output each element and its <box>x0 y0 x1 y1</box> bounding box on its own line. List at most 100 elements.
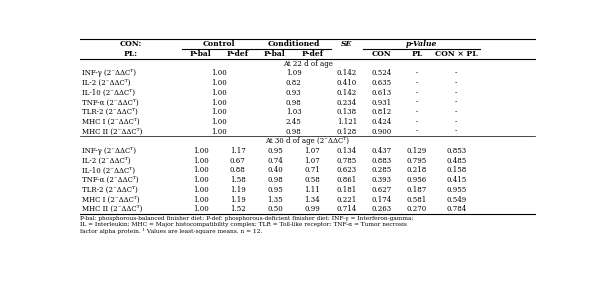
Text: 1.35: 1.35 <box>267 196 283 204</box>
Text: PL: PL <box>411 50 422 58</box>
Text: 0.95: 0.95 <box>267 147 283 155</box>
Text: TLR-2 (2⁻ΔΔCᵀ): TLR-2 (2⁻ΔΔCᵀ) <box>82 186 138 194</box>
Text: -: - <box>455 89 457 97</box>
Text: 0.98: 0.98 <box>286 99 301 107</box>
Text: 1.00: 1.00 <box>193 205 208 213</box>
Text: MHC I (2⁻ΔΔCᵀ): MHC I (2⁻ΔΔCᵀ) <box>82 118 140 126</box>
Text: 2.45: 2.45 <box>286 118 301 126</box>
Text: 0.437: 0.437 <box>372 147 392 155</box>
Text: IL-10 (2⁻ΔΔCᵀ): IL-10 (2⁻ΔΔCᵀ) <box>82 89 135 97</box>
Text: 0.128: 0.128 <box>337 128 357 136</box>
Text: 0.82: 0.82 <box>286 79 301 87</box>
Text: 1.00: 1.00 <box>211 69 227 77</box>
Text: P-bal: P-bal <box>264 50 286 58</box>
Text: 1.07: 1.07 <box>304 147 320 155</box>
Text: -: - <box>416 89 418 97</box>
Text: -: - <box>416 108 418 116</box>
Text: 0.263: 0.263 <box>372 205 392 213</box>
Text: 1.58: 1.58 <box>230 176 245 184</box>
Text: INF-γ (2⁻ΔΔCᵀ): INF-γ (2⁻ΔΔCᵀ) <box>82 147 136 155</box>
Text: P-bal: phosphorous-balanced finisher diet; P-def: phosphorous-deficient finisher: P-bal: phosphorous-balanced finisher die… <box>80 217 413 234</box>
Text: 0.410: 0.410 <box>337 79 357 87</box>
Text: 1.00: 1.00 <box>193 196 208 204</box>
Text: 0.270: 0.270 <box>407 205 427 213</box>
Text: At 30 d of age (2⁻ΔΔCᵀ): At 30 d of age (2⁻ΔΔCᵀ) <box>265 137 349 145</box>
Text: IL-2 (2⁻ΔΔCᵀ): IL-2 (2⁻ΔΔCᵀ) <box>82 79 130 87</box>
Text: -: - <box>416 99 418 107</box>
Text: -: - <box>455 108 457 116</box>
Text: Control: Control <box>203 40 235 48</box>
Text: 0.129: 0.129 <box>407 147 427 155</box>
Text: 0.485: 0.485 <box>446 157 466 165</box>
Text: 0.627: 0.627 <box>372 186 392 194</box>
Text: 0.181: 0.181 <box>337 186 357 194</box>
Text: 0.138: 0.138 <box>337 108 357 116</box>
Text: P-def: P-def <box>301 50 323 58</box>
Text: 0.134: 0.134 <box>337 147 357 155</box>
Text: p-Value: p-Value <box>406 40 437 48</box>
Text: 1.00: 1.00 <box>193 176 208 184</box>
Text: 0.714: 0.714 <box>337 205 357 213</box>
Text: 1.00: 1.00 <box>193 147 208 155</box>
Text: 0.623: 0.623 <box>337 166 357 175</box>
Text: 0.931: 0.931 <box>372 99 392 107</box>
Text: -: - <box>416 69 418 77</box>
Text: 1.00: 1.00 <box>211 89 227 97</box>
Text: -: - <box>416 118 418 126</box>
Text: 0.549: 0.549 <box>446 196 466 204</box>
Text: 0.74: 0.74 <box>267 157 283 165</box>
Text: 1.00: 1.00 <box>211 79 227 87</box>
Text: 0.95: 0.95 <box>267 186 283 194</box>
Text: 0.98: 0.98 <box>267 176 283 184</box>
Text: CON × PL: CON × PL <box>435 50 478 58</box>
Text: P-def: P-def <box>227 50 249 58</box>
Text: 1.00: 1.00 <box>193 157 208 165</box>
Text: 0.187: 0.187 <box>407 186 427 194</box>
Text: 0.785: 0.785 <box>337 157 357 165</box>
Text: 0.99: 0.99 <box>304 205 320 213</box>
Text: 0.234: 0.234 <box>337 99 357 107</box>
Text: 0.40: 0.40 <box>267 166 283 175</box>
Text: SE: SE <box>341 40 353 48</box>
Text: P-bal: P-bal <box>190 50 211 58</box>
Text: 1.11: 1.11 <box>304 186 320 194</box>
Text: -: - <box>416 79 418 87</box>
Text: PL:: PL: <box>124 50 138 58</box>
Text: 0.158: 0.158 <box>446 166 466 175</box>
Text: 1.00: 1.00 <box>211 108 227 116</box>
Text: 0.955: 0.955 <box>446 186 466 194</box>
Text: 1.17: 1.17 <box>230 147 245 155</box>
Text: 0.142: 0.142 <box>337 69 357 77</box>
Text: CON:: CON: <box>119 40 142 48</box>
Text: 0.174: 0.174 <box>372 196 392 204</box>
Text: 1.19: 1.19 <box>230 196 245 204</box>
Text: 0.393: 0.393 <box>372 176 392 184</box>
Text: 0.613: 0.613 <box>372 89 392 97</box>
Text: 0.58: 0.58 <box>304 176 320 184</box>
Text: 0.50: 0.50 <box>267 205 283 213</box>
Text: -: - <box>455 118 457 126</box>
Text: 0.67: 0.67 <box>230 157 245 165</box>
Text: 0.795: 0.795 <box>407 157 427 165</box>
Text: TNF-α (2⁻ΔΔCᵀ): TNF-α (2⁻ΔΔCᵀ) <box>82 176 139 184</box>
Text: 1.07: 1.07 <box>304 157 320 165</box>
Text: -: - <box>455 69 457 77</box>
Text: 1.19: 1.19 <box>230 186 245 194</box>
Text: 0.285: 0.285 <box>372 166 392 175</box>
Text: 0.883: 0.883 <box>372 157 392 165</box>
Text: 0.635: 0.635 <box>372 79 392 87</box>
Text: -: - <box>455 99 457 107</box>
Text: MHC II (2⁻ΔΔCᵀ): MHC II (2⁻ΔΔCᵀ) <box>82 128 142 136</box>
Text: 1.121: 1.121 <box>337 118 357 126</box>
Text: 0.93: 0.93 <box>286 89 301 97</box>
Text: 0.71: 0.71 <box>304 166 320 175</box>
Text: 0.424: 0.424 <box>372 118 392 126</box>
Text: At 22 d of age: At 22 d of age <box>283 60 332 68</box>
Text: IL-10 (2⁻ΔΔCᵀ): IL-10 (2⁻ΔΔCᵀ) <box>82 166 135 175</box>
Text: 0.142: 0.142 <box>337 89 357 97</box>
Text: 1.00: 1.00 <box>211 99 227 107</box>
Text: TNF-α (2⁻ΔΔCᵀ): TNF-α (2⁻ΔΔCᵀ) <box>82 99 139 107</box>
Text: 0.218: 0.218 <box>407 166 427 175</box>
Text: TLR-2 (2⁻ΔΔCᵀ): TLR-2 (2⁻ΔΔCᵀ) <box>82 108 138 116</box>
Text: IL-2 (2⁻ΔΔCᵀ): IL-2 (2⁻ΔΔCᵀ) <box>82 157 130 165</box>
